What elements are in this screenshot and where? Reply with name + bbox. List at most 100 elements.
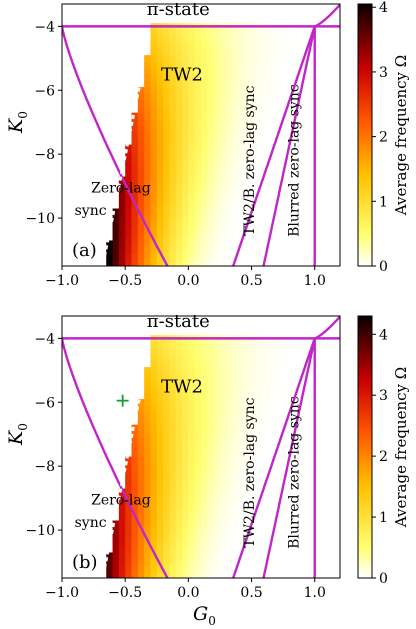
heatmap-cell [194, 520, 202, 528]
heatmap-cell [137, 163, 145, 171]
heatmap-cell [201, 144, 208, 152]
heatmap-cell [131, 501, 139, 509]
heatmap-cell [276, 99, 284, 107]
heatmap-cell [226, 195, 234, 203]
heatmap-cell [232, 208, 240, 216]
heatmap-cell [144, 494, 152, 502]
heatmap-cell [270, 55, 278, 63]
heatmap-cell [144, 163, 152, 171]
heatmap-cell [213, 431, 221, 439]
heatmap-cell [251, 379, 259, 387]
heatmap-cell [226, 202, 234, 210]
heatmap-cell [270, 373, 278, 381]
heatmap-cell [270, 379, 278, 387]
heatmap-cell [194, 170, 202, 178]
heatmap-cell [150, 565, 158, 573]
heatmap-cell [201, 341, 208, 349]
y-tick-label: −10 [25, 523, 55, 539]
heatmap-cell [232, 221, 240, 229]
heatmap-cell [188, 507, 196, 515]
heatmap-cell [213, 443, 221, 451]
heatmap-cell [245, 507, 253, 515]
heatmap-cell [175, 163, 183, 171]
heatmap-cell [194, 424, 202, 432]
heatmap-cell [182, 112, 189, 120]
panel-label: (b) [72, 552, 98, 573]
heatmap-cell [163, 462, 171, 470]
heatmap-cell [106, 552, 114, 560]
heatmap-cell [188, 189, 196, 197]
heatmap-cell [219, 119, 227, 127]
heatmap-cell [156, 399, 164, 407]
heatmap-cell [194, 131, 202, 139]
heatmap-cell [201, 112, 208, 120]
axis-ticks-a: −1.0 −0.5 0.0 0.5 1.0−4−6−8−10 [25, 19, 325, 289]
heatmap-cell [207, 93, 215, 101]
heatmap-cell [283, 347, 291, 355]
heatmap-cell [194, 119, 202, 127]
heatmap-cell [207, 246, 215, 254]
heatmap-cell [169, 195, 177, 203]
heatmap-cell [182, 501, 189, 509]
heatmap-cell [163, 99, 171, 107]
heatmap-cell [150, 163, 158, 171]
y-axis-label-sub: 0 [16, 111, 30, 119]
heatmap-cell [144, 259, 152, 266]
heatmap-cell [150, 386, 158, 394]
heatmap-cell [169, 462, 177, 470]
heatmap-cell [150, 482, 158, 490]
heatmap-cell [131, 125, 139, 133]
heatmap-cell [150, 253, 158, 261]
heatmap-cell [213, 520, 221, 528]
heatmap-cell [131, 552, 139, 560]
heatmap-cell [156, 431, 164, 439]
heatmap-cell [182, 106, 189, 114]
heatmap-cell [156, 462, 164, 470]
heatmap-cell [112, 227, 120, 235]
heatmap-cell [213, 119, 221, 127]
heatmap-cell [264, 144, 272, 152]
heatmap-cell [219, 144, 227, 152]
heatmap-cell [232, 392, 240, 400]
heatmap-cell [283, 399, 291, 407]
colorbar-tick-label: 3 [379, 65, 388, 81]
heatmap-cell [251, 99, 259, 107]
heatmap-cell [245, 494, 253, 502]
heatmap-cell [156, 112, 164, 120]
heatmap-cell [112, 234, 120, 242]
heatmap-cell [188, 170, 196, 178]
heatmap-cell [207, 74, 215, 82]
heatmap-cell [201, 93, 208, 101]
heatmap-cell [201, 195, 208, 203]
heatmap-cell [169, 526, 177, 534]
heatmap-cell [245, 462, 253, 470]
heatmap-cell [213, 189, 221, 197]
heatmap-cell [137, 150, 145, 158]
heatmap-cell [194, 431, 202, 439]
heatmap-cell [201, 246, 208, 254]
heatmap-cell [156, 67, 164, 75]
heatmap-cell [264, 131, 272, 139]
heatmap-cell [194, 456, 202, 464]
boundary-blurred-right [262, 338, 316, 578]
heatmap-cell [194, 42, 202, 50]
heatmap-cell [156, 144, 164, 152]
heatmap-cell [213, 488, 221, 496]
heatmap-cell [232, 74, 240, 82]
heatmap-cell [245, 125, 253, 133]
heatmap-cell [182, 246, 189, 254]
heatmap-cell [137, 469, 145, 477]
heatmap-cell [226, 469, 234, 477]
heatmap-cell [232, 106, 240, 114]
heatmap-cell [125, 259, 133, 266]
heatmap-cell [213, 347, 221, 355]
heatmap-cell [188, 437, 196, 445]
heatmap-cell [169, 411, 177, 419]
heatmap-cell [264, 80, 272, 88]
heatmap-cell [182, 55, 189, 63]
heatmap-cell [232, 67, 240, 75]
heatmap-cell [144, 501, 152, 509]
heatmap-cell [270, 405, 278, 413]
heatmap-cell [219, 150, 227, 158]
heatmap-cell [201, 42, 208, 50]
